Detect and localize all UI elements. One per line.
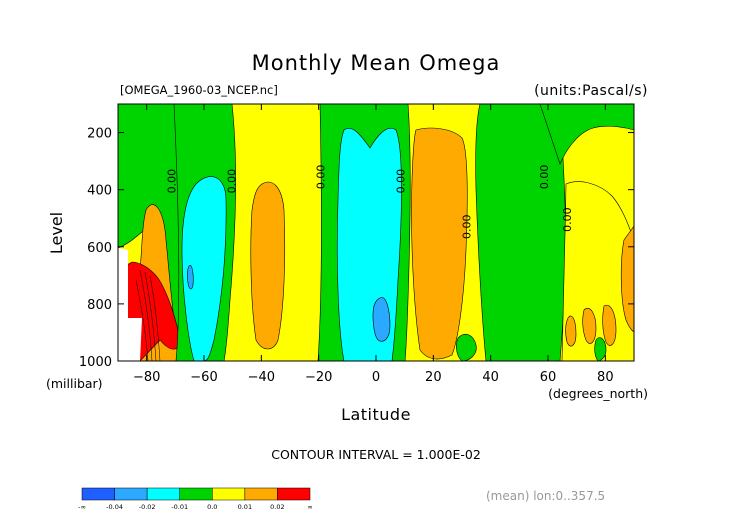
region-green-north-strip <box>539 104 634 165</box>
region-blue-west <box>187 264 194 290</box>
colorbar-swatch <box>244 487 278 501</box>
colorbar-swatch <box>146 487 180 501</box>
chart-title: Monthly Mean Omega <box>252 51 501 75</box>
colorbar-swatch <box>179 487 213 501</box>
averaging-note: (mean) lon:0..357.5 <box>486 489 605 503</box>
y-tick-label: 1000 <box>79 355 112 370</box>
x-axis-ticks: −80 −60 −40 −20 0 20 40 60 80 <box>133 104 614 385</box>
region-green-north-blob <box>594 337 607 361</box>
region-orange-west <box>250 181 286 350</box>
steep-contour-lines <box>135 269 161 361</box>
plot-area <box>118 104 634 361</box>
colorbar-tick-label: 0.02 <box>270 503 284 511</box>
x-tick-label: 40 <box>482 370 499 385</box>
y-axis-unit: (millibar) <box>46 376 103 391</box>
region-cyan-central <box>336 128 402 361</box>
region-missing-data <box>118 248 142 361</box>
y-tick-label: 600 <box>87 241 112 256</box>
x-tick-label: 0 <box>372 370 380 385</box>
colorbar: -∞ -0.04 -0.02 -0.01 0.0 0.01 0.02 ∞ <box>78 487 313 511</box>
x-tick-label: −40 <box>248 370 275 385</box>
region-orange-north-small-c <box>602 304 617 346</box>
colorbar-swatch <box>277 487 311 501</box>
colorbar-tick-label: -0.04 <box>106 503 123 511</box>
y-tick-label: 200 <box>87 127 112 142</box>
x-tick-label: −80 <box>133 370 160 385</box>
zero-contour-labels: 0.00 0.00 0.00 0.00 0.00 0.00 0.00 <box>165 165 574 239</box>
x-axis-label: Latitude <box>341 405 411 424</box>
region-blue-central <box>372 297 391 342</box>
colorbar-tick-label: -0.01 <box>171 503 188 511</box>
colorbar-swatch <box>114 487 148 501</box>
region-orange-central <box>411 127 468 360</box>
colorbar-tick-label: 0.01 <box>238 503 252 511</box>
x-tick-label: 80 <box>597 370 614 385</box>
region-orange-north-edge <box>620 225 634 333</box>
colorbar-tick-label: -∞ <box>78 503 86 511</box>
region-orange-north-small-a <box>565 315 577 347</box>
x-axis-unit: (degrees_north) <box>548 386 648 401</box>
colorbar-tick-label: -0.02 <box>139 503 156 511</box>
zero-contour-label: 0.00 <box>395 169 408 194</box>
zero-contour-label: 0.00 <box>165 169 178 194</box>
region-cyan-west <box>181 176 227 361</box>
colorbar-tick-label: ∞ <box>307 503 312 511</box>
colorbar-tick-label: 0.0 <box>207 503 217 511</box>
x-tick-label: 20 <box>425 370 442 385</box>
x-tick-label: −20 <box>305 370 332 385</box>
zero-contour-label: 0.00 <box>538 165 551 190</box>
zero-contour-label: 0.00 <box>226 169 239 194</box>
y-axis-label: Level <box>47 212 66 254</box>
contour-interval-note: CONTOUR INTERVAL = 1.000E-02 <box>271 447 481 462</box>
region-green-east <box>475 104 567 361</box>
y-axis-ticks: 200 400 600 800 1000 <box>79 127 634 370</box>
region-orange-north-small-b <box>582 308 597 344</box>
zero-contour-label: 0.00 <box>561 207 574 232</box>
file-label: [OMEGA_1960-03_NCEP.nc] <box>120 83 278 97</box>
zero-contour-label: 0.00 <box>314 165 327 190</box>
region-green-east-tail <box>456 334 477 361</box>
units-label: (units:Pascal/s) <box>534 83 648 99</box>
zero-contour-label: 0.00 <box>461 215 474 240</box>
colorbar-swatch <box>212 487 246 501</box>
y-tick-label: 800 <box>87 298 112 313</box>
colorbar-swatch <box>81 487 115 501</box>
x-tick-label: 60 <box>540 370 557 385</box>
y-tick-label: 400 <box>87 184 112 199</box>
x-tick-label: −60 <box>190 370 217 385</box>
